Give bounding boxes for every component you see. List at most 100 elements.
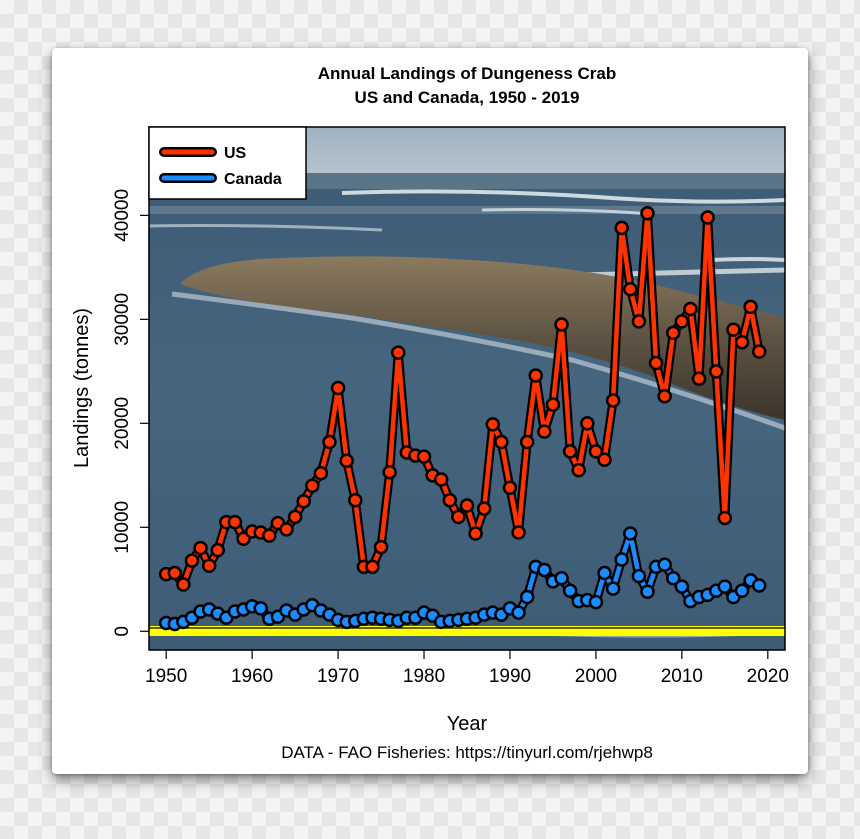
data-point-us-1953 [184,553,200,568]
x-tick-label-2020: 2020 [747,666,789,687]
data-point-canada-1961 [253,601,268,616]
data-point-us-1999 [580,416,595,431]
data-point-us-2006 [640,206,655,221]
data-point-canada-2019 [751,578,767,593]
data-point-us-1952 [176,577,191,592]
data-point-canada-2000 [588,594,604,610]
chart-title: Annual Landings of Dungeness Crab [318,64,616,83]
data-point-us-2002 [605,393,621,408]
data-point-us-1962 [262,528,277,543]
data-point-us-1985 [459,498,475,513]
data-point-us-2010 [674,314,690,329]
data-point-us-1975 [373,539,389,555]
data-point-us-1968 [313,465,329,481]
data-point-us-1987 [476,501,492,516]
data-point-us-1969 [322,434,337,450]
y-tick-label-40000: 40000 [112,189,133,242]
data-point-us-1967 [305,478,320,493]
data-point-us-1990 [502,480,518,496]
data-point-canada-1992 [519,589,535,605]
y-axis-label: Landings (tonnes) [71,308,93,468]
data-point-canada-2006 [640,584,655,600]
data-point-us-2003 [614,220,629,236]
data-point-us-1976 [382,464,397,480]
data-point-us-2009 [666,325,681,341]
y-tick-label-30000: 30000 [112,293,133,346]
data-point-us-1964 [279,522,294,537]
x-tick-label-1960: 1960 [231,666,273,687]
data-point-us-2012 [691,371,707,386]
data-point-us-1988 [485,417,501,432]
data-point-us-2017 [734,334,750,350]
chart-card: 1950 1960 1970 1980 1990 2000 2010 2020 0 10000 2… [52,48,808,774]
data-point-us-1971 [339,453,354,469]
data-point-us-2013 [700,210,715,225]
data-point-us-1974 [365,559,380,575]
data-point-us-1986 [468,526,483,541]
series-canada [158,526,767,632]
legend-label-us: US [224,145,247,162]
data-point-us-1998 [571,462,586,478]
chart-subtitle: US and Canada, 1950 - 2019 [355,88,580,107]
data-point-us-2007 [648,355,664,371]
data-point-us-1958 [227,514,243,530]
y-axis: 0 10000 20000 30000 40000 [112,189,150,637]
y-tick-label-0: 0 [112,626,133,637]
data-point-canada-2001 [597,565,612,581]
data-point-us-1951 [167,565,183,581]
data-point-canada-2002 [605,581,621,596]
data-point-us-1955 [201,558,217,574]
data-point-us-2001 [597,452,612,467]
x-axis-label: Year [447,713,488,735]
data-point-us-1966 [296,494,311,509]
legend: US Canada [148,126,307,200]
data-point-us-2005 [631,314,647,329]
data-point-us-2014 [708,364,724,379]
data-point-canada-2010 [674,579,690,594]
data-point-us-1956 [210,542,226,558]
x-axis: 1950 1960 1970 1980 1990 2000 2010 2020 [145,649,789,687]
data-point-us-1954 [193,540,208,556]
series-layer [158,206,767,632]
data-point-us-2019 [751,344,767,359]
data-point-canada-1996 [554,571,569,586]
x-tick-label-1990: 1990 [489,666,531,687]
data-point-us-1993 [528,368,544,383]
data-point-us-1989 [494,434,509,450]
legend-label-canada: Canada [224,171,282,188]
data-point-us-1994 [537,424,552,439]
legend-box [148,126,307,200]
data-point-us-2015 [717,510,733,526]
x-tick-label-2010: 2010 [661,666,703,687]
data-point-us-2008 [657,389,672,404]
data-point-canada-1997 [562,583,578,598]
x-tick-label-1950: 1950 [145,666,187,687]
data-point-us-2000 [588,444,604,459]
data-point-us-1980 [416,449,432,464]
data-point-us-1995 [545,397,561,412]
data-point-canada-2005 [631,568,647,584]
y-tick-label-20000: 20000 [112,397,133,450]
x-tick-label-1980: 1980 [403,666,445,687]
data-point-us-1996 [554,317,569,332]
data-point-us-1991 [511,525,526,540]
series-us [158,206,767,592]
data-point-us-1982 [433,472,449,487]
data-point-canada-2008 [657,557,672,572]
data-point-us-1983 [442,493,458,508]
data-point-canada-1991 [511,605,526,620]
data-point-us-1992 [519,434,535,450]
data-point-us-2016 [726,322,741,338]
data-point-us-1984 [451,509,466,525]
data-source-note: DATA - FAO Fisheries: https://tinyurl.co… [281,743,653,762]
data-point-us-1965 [287,509,303,525]
data-point-us-2004 [623,281,638,297]
data-point-canada-2003 [614,552,629,567]
data-point-canada-2009 [666,571,681,586]
x-tick-label-1970: 1970 [317,666,359,687]
data-point-us-1972 [348,493,363,508]
chart-svg: 1950 1960 1970 1980 1990 2000 2010 2020 0 10000 2… [71,64,789,762]
data-point-us-1970 [330,380,346,396]
data-point-canada-2015 [717,579,733,594]
x-tick-label-2000: 2000 [575,666,617,687]
